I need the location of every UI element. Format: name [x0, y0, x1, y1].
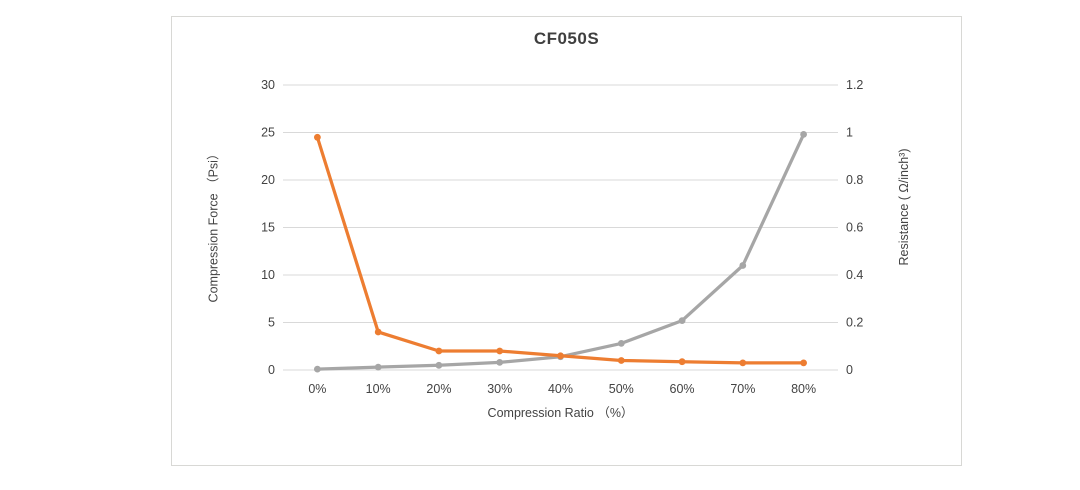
x-axis-title: Compression Ratio （%）	[487, 406, 634, 420]
y-left-tick-label: 20	[261, 173, 275, 187]
data-point-compression-force	[800, 131, 807, 138]
x-tick-label: 10%	[366, 382, 391, 396]
chart-title: CF050S	[533, 29, 600, 48]
data-point-resistance	[557, 352, 564, 360]
series-line-compression-force	[315, 132, 806, 371]
data-point-compression-force	[496, 359, 504, 366]
x-tick-label: 0%	[308, 382, 326, 396]
x-tick-label: 30%	[487, 382, 512, 396]
data-point-resistance	[678, 358, 686, 366]
x-tick-label: 40%	[548, 382, 573, 396]
chart-plot: 0 0 5 0.2 10 0.4 15 0.6 20 0.8 25 1 30 1.2 0% 10% 20% 30%…	[261, 78, 863, 396]
y-left-tick-label: 25	[261, 126, 275, 140]
y-left-tick-label: 15	[261, 221, 275, 235]
y-left-tick-label: 10	[261, 268, 275, 282]
y-left-tick-label: 5	[268, 316, 275, 330]
data-point-resistance	[314, 133, 321, 141]
y-right-tick-label: 1	[846, 126, 853, 140]
x-tick-label: 80%	[791, 382, 816, 396]
data-point-resistance	[374, 328, 382, 336]
y-right-tick-label: 0.4	[846, 268, 863, 282]
data-point-compression-force	[314, 365, 321, 373]
data-point-compression-force	[435, 361, 443, 369]
x-tick-label: 60%	[670, 382, 695, 396]
y-right-tick-label: 1.2	[846, 78, 863, 92]
data-point-resistance	[617, 357, 625, 364]
data-point-resistance	[435, 347, 443, 355]
series-line-resistance	[315, 135, 806, 365]
data-point-compression-force	[617, 340, 625, 347]
y-left-tick-label: 30	[261, 78, 275, 92]
x-tick-label: 70%	[730, 382, 755, 396]
data-point-compression-force	[374, 363, 382, 371]
y-right-tick-label: 0.6	[846, 221, 863, 235]
data-point-compression-force	[739, 262, 747, 269]
x-tick-label: 50%	[609, 382, 634, 396]
data-point-resistance	[496, 347, 504, 355]
y-right-tick-label: 0.8	[846, 173, 863, 187]
data-point-compression-force	[678, 317, 686, 324]
data-point-resistance	[739, 359, 747, 367]
y-right-tick-label: 0	[846, 363, 853, 377]
x-tick-label: 20%	[426, 382, 451, 396]
y-left-tick-label: 0	[268, 363, 275, 377]
y-right-tick-label: 0.2	[846, 316, 863, 330]
chart-container: CF050S Compression Force （Psi） Resistanc…	[171, 16, 962, 466]
data-point-resistance	[800, 359, 807, 367]
